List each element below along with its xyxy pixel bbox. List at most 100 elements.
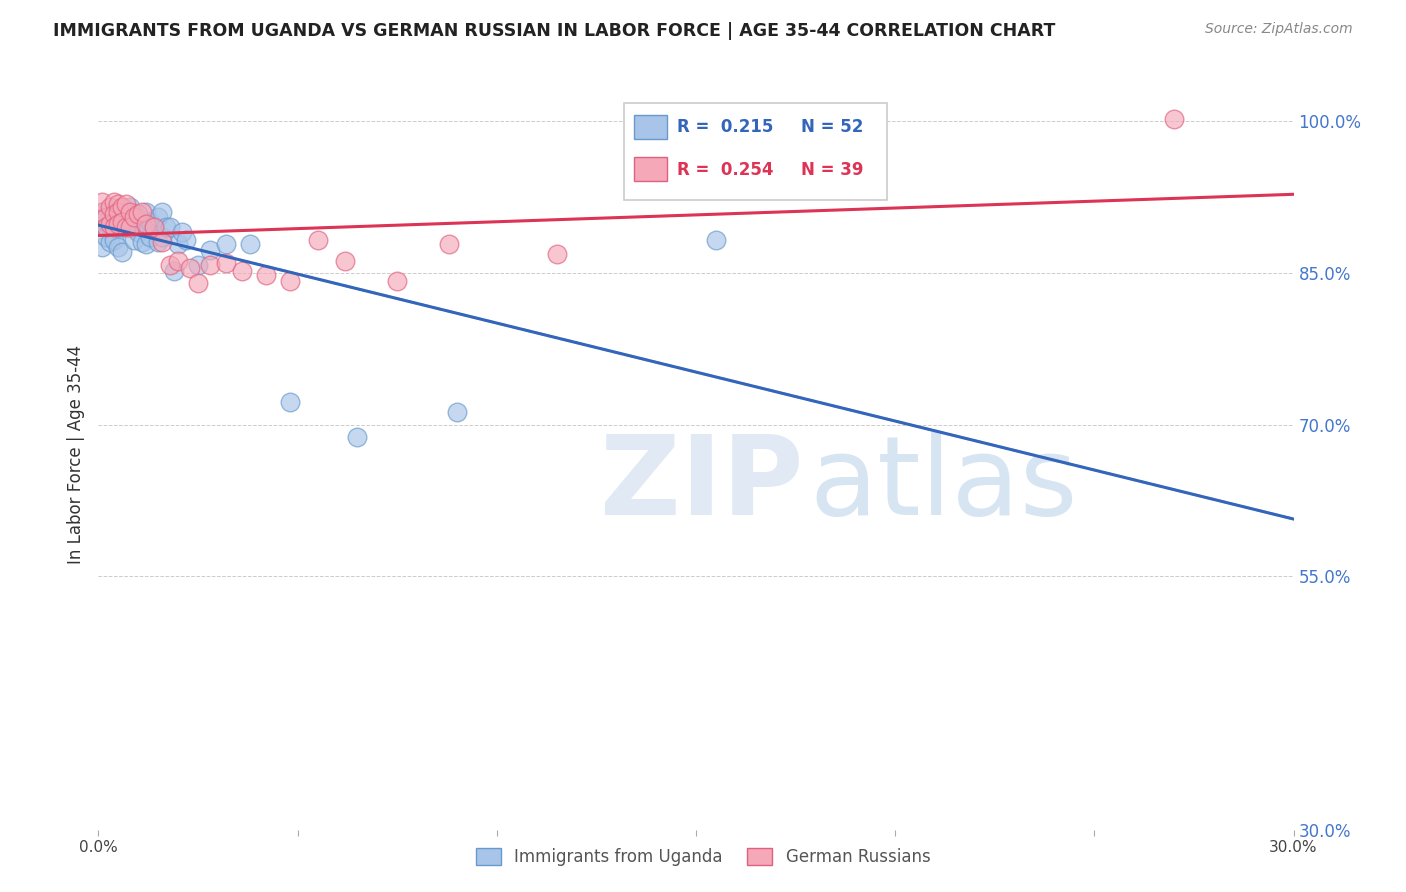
Point (124, 233, 146, 247)
Point (437, 237, 460, 252)
Point (278, 274, 301, 288)
Point (111, 200, 134, 214)
Point (198, 244, 221, 258)
Point (278, 395, 301, 409)
Point (254, 268, 277, 282)
Point (546, 247, 568, 261)
Point (115, 220, 138, 235)
Point (96, 215, 118, 229)
Point (96, 220, 118, 235)
Point (103, 205, 125, 219)
Point (150, 235, 173, 250)
Point (163, 263, 186, 277)
Point (111, 215, 134, 229)
Point (159, 258, 181, 272)
Point (148, 210, 170, 224)
Point (131, 220, 153, 235)
Point (111, 245, 134, 260)
Text: ZIP: ZIP (600, 432, 804, 539)
Point (135, 220, 157, 235)
Point (91, 205, 114, 219)
Point (103, 220, 125, 235)
Point (231, 263, 253, 277)
Point (215, 237, 238, 252)
FancyBboxPatch shape (624, 103, 887, 200)
Point (111, 220, 134, 235)
Point (98, 200, 122, 214)
Point (91, 240, 114, 254)
Point (127, 207, 149, 221)
Point (150, 205, 173, 219)
Text: N = 39: N = 39 (801, 161, 863, 179)
Point (172, 225, 194, 239)
Text: atlas: atlas (810, 432, 1078, 539)
Point (98, 220, 122, 235)
Point (96, 210, 118, 224)
Point (124, 220, 146, 235)
Point (155, 220, 177, 235)
Point (120, 220, 142, 235)
Point (179, 260, 201, 275)
Text: IMMIGRANTS FROM UGANDA VS GERMAN RUSSIAN IN LABOR FORCE | AGE 35-44 CORRELATION : IMMIGRANTS FROM UGANDA VS GERMAN RUSSIAN… (53, 22, 1056, 40)
Point (1163, 112, 1185, 126)
Point (124, 210, 146, 224)
Text: R =  0.215: R = 0.215 (676, 118, 773, 136)
Point (167, 237, 190, 252)
Point (96, 230, 118, 244)
Point (111, 207, 134, 221)
Point (120, 205, 142, 219)
Point (187, 258, 209, 272)
Point (91, 205, 114, 219)
Point (115, 220, 138, 235)
Point (198, 258, 221, 272)
FancyBboxPatch shape (634, 115, 668, 139)
Point (96, 220, 118, 235)
Point (98, 217, 122, 231)
Legend: Immigrants from Uganda, German Russians: Immigrants from Uganda, German Russians (467, 840, 939, 875)
Point (704, 233, 727, 247)
Point (107, 240, 129, 254)
Point (103, 207, 125, 221)
Point (446, 405, 468, 419)
Point (385, 274, 409, 288)
Point (115, 196, 138, 211)
Point (103, 233, 125, 247)
Point (307, 233, 329, 247)
Point (148, 235, 170, 250)
Point (139, 215, 162, 229)
Point (143, 220, 166, 235)
Point (115, 205, 138, 219)
Point (107, 220, 129, 235)
Text: N = 52: N = 52 (801, 118, 863, 136)
Point (167, 253, 190, 268)
Text: Source: ZipAtlas.com: Source: ZipAtlas.com (1205, 22, 1353, 37)
Text: R =  0.254: R = 0.254 (676, 161, 773, 179)
Point (131, 205, 153, 219)
Point (98, 210, 122, 224)
Point (135, 237, 157, 252)
Point (346, 430, 368, 444)
Point (239, 237, 262, 252)
Point (335, 253, 357, 268)
Point (103, 220, 125, 235)
FancyBboxPatch shape (634, 158, 668, 181)
Point (139, 230, 162, 244)
Point (174, 233, 197, 247)
Point (135, 205, 157, 219)
Point (143, 220, 166, 235)
Point (131, 235, 153, 250)
Point (159, 220, 181, 235)
Point (120, 215, 142, 229)
Point (135, 217, 157, 231)
Point (107, 205, 129, 219)
Point (215, 255, 238, 269)
Point (98, 235, 122, 250)
Point (103, 194, 125, 209)
Y-axis label: In Labor Force | Age 35-44: In Labor Force | Age 35-44 (67, 345, 86, 565)
Point (127, 210, 149, 224)
Point (187, 276, 209, 290)
Point (107, 215, 129, 229)
Point (120, 200, 142, 214)
Point (127, 225, 149, 239)
Point (91, 194, 114, 209)
